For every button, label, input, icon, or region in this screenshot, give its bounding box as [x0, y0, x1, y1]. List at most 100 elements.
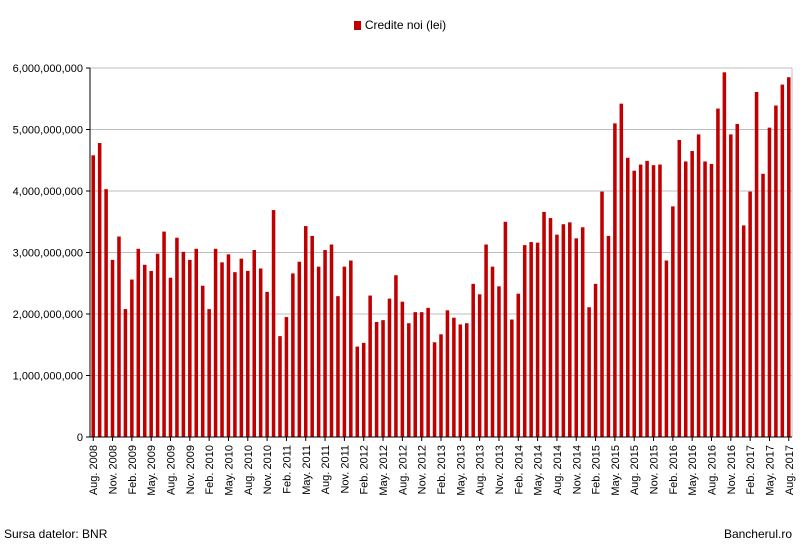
bar — [200, 285, 205, 437]
bar — [445, 310, 450, 437]
x-tick-label: Feb. 2017 — [745, 445, 757, 495]
bar — [645, 160, 649, 437]
bar — [555, 234, 559, 437]
bar — [194, 248, 199, 437]
bar — [458, 324, 463, 437]
x-tick-label: Aug. 2015 — [629, 445, 641, 495]
bar — [522, 245, 527, 437]
bar — [651, 165, 656, 438]
bar — [516, 293, 521, 437]
bar — [703, 161, 707, 438]
bar — [104, 189, 108, 437]
x-tick-label: Feb. 2010 — [204, 445, 216, 495]
bar — [394, 275, 398, 437]
bar — [426, 307, 430, 437]
x-tick-label: Nov. 2015 — [649, 445, 661, 494]
bar — [123, 309, 128, 437]
bar — [349, 260, 353, 437]
bar — [207, 309, 211, 437]
bar — [310, 235, 314, 437]
bar — [336, 296, 340, 437]
legend-label: Credite noi (lei) — [364, 18, 447, 32]
bar — [136, 248, 141, 437]
bar — [683, 161, 688, 438]
bar — [626, 157, 630, 438]
x-tick-label: Aug. 2014 — [552, 445, 564, 495]
bar — [664, 260, 669, 437]
x-axis-ticks: Aug. 2008 Nov. 2008 Feb. 2009 May. 2009 Aug.… — [88, 437, 796, 496]
bar — [748, 191, 752, 437]
bars — [91, 72, 791, 438]
x-tick-label: May. 2016 — [687, 445, 699, 496]
x-tick-label: May. 2009 — [146, 445, 158, 496]
bar — [226, 254, 231, 437]
y-axis-ticks: 0 1,000,000,000 2,000,000,000 3,000,000,000… — [13, 63, 90, 444]
brand-label: Bancherul.ro — [723, 527, 792, 541]
bar — [233, 272, 237, 437]
bar — [593, 283, 598, 437]
bar — [439, 334, 443, 437]
bar — [162, 231, 166, 437]
bar — [510, 319, 514, 437]
y-tick-label: 5,000,000,000 — [13, 125, 83, 137]
bar — [297, 261, 302, 437]
x-tick-label: Aug. 2008 — [88, 445, 100, 495]
bar — [548, 218, 553, 437]
bar — [149, 270, 153, 437]
bar — [387, 298, 392, 438]
bar — [432, 342, 437, 437]
bar — [374, 322, 379, 437]
bar — [323, 250, 327, 437]
x-tick-label: Feb. 2014 — [513, 445, 525, 495]
x-tick-label: Aug. 2012 — [397, 445, 409, 495]
x-tick-label: Feb. 2011 — [281, 445, 293, 494]
x-tick-label: Aug. 2009 — [166, 445, 178, 495]
bar — [690, 151, 694, 437]
bar — [97, 143, 102, 437]
bar — [761, 173, 765, 437]
bar — [130, 279, 134, 437]
bar — [271, 210, 276, 437]
bar — [471, 283, 475, 437]
bar — [220, 262, 224, 437]
bar — [619, 103, 624, 438]
x-tick-label: Aug. 2013 — [475, 445, 487, 495]
bar — [587, 307, 591, 437]
x-tick-label: May. 2013 — [455, 445, 467, 496]
y-tick-label: 3,000,000,000 — [13, 248, 83, 260]
x-tick-label: Aug. 2016 — [707, 445, 719, 495]
y-tick-label: 2,000,000,000 — [13, 309, 83, 321]
bar — [477, 294, 482, 437]
bar — [452, 317, 456, 437]
y-tick-label: 4,000,000,000 — [13, 186, 83, 198]
bar — [568, 222, 572, 437]
bar — [696, 134, 701, 438]
x-tick-label: Aug. 2011 — [320, 445, 332, 494]
legend-swatch — [353, 21, 361, 30]
bar — [368, 295, 372, 437]
bar — [600, 191, 604, 437]
bar — [632, 170, 636, 437]
bar — [574, 238, 579, 437]
bar — [658, 164, 662, 437]
bar — [316, 266, 321, 437]
bar — [181, 251, 186, 437]
bar — [361, 342, 366, 437]
x-tick-label: Feb. 2015 — [591, 445, 603, 495]
bar — [381, 320, 385, 437]
bar — [716, 108, 720, 437]
x-tick-label: Feb. 2009 — [127, 445, 139, 495]
source-note: Sursa datelor: BNR — [4, 527, 108, 541]
x-tick-label: Nov. 2011 — [339, 445, 351, 494]
bar — [780, 84, 785, 438]
x-tick-label: Feb. 2016 — [668, 445, 680, 495]
bar — [355, 346, 360, 437]
bar — [709, 163, 714, 437]
x-tick-label: May. 2015 — [610, 445, 622, 496]
x-tick-label: May. 2014 — [533, 445, 545, 496]
bar — [239, 258, 244, 437]
x-tick-label: Nov. 2016 — [726, 445, 738, 494]
x-tick-label: Feb. 2012 — [359, 445, 371, 495]
bar — [767, 127, 772, 438]
